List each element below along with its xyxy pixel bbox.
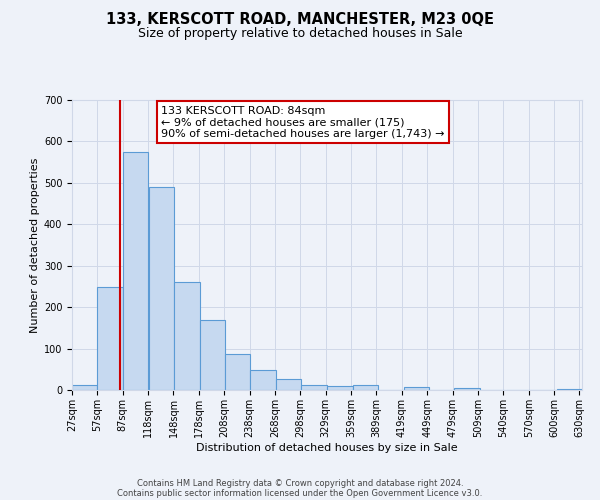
X-axis label: Distribution of detached houses by size in Sale: Distribution of detached houses by size … <box>196 442 458 452</box>
Text: Contains HM Land Registry data © Crown copyright and database right 2024.: Contains HM Land Registry data © Crown c… <box>137 478 463 488</box>
Bar <box>72 385 97 390</box>
Bar <box>276 379 301 390</box>
Bar <box>250 370 276 390</box>
Bar <box>123 152 148 390</box>
Bar <box>353 385 378 390</box>
Bar <box>200 320 225 390</box>
Bar <box>97 288 123 390</box>
Bar <box>149 186 175 390</box>
Bar <box>175 282 200 390</box>
Bar <box>557 389 582 390</box>
Text: Size of property relative to detached houses in Sale: Size of property relative to detached ho… <box>137 28 463 40</box>
Bar <box>225 354 250 390</box>
Bar <box>454 388 479 390</box>
Bar <box>328 386 353 390</box>
Text: 133, KERSCOTT ROAD, MANCHESTER, M23 0QE: 133, KERSCOTT ROAD, MANCHESTER, M23 0QE <box>106 12 494 28</box>
Bar <box>404 386 429 390</box>
Text: 133 KERSCOTT ROAD: 84sqm
← 9% of detached houses are smaller (175)
90% of semi-d: 133 KERSCOTT ROAD: 84sqm ← 9% of detache… <box>161 106 445 139</box>
Text: Contains public sector information licensed under the Open Government Licence v3: Contains public sector information licen… <box>118 488 482 498</box>
Bar <box>301 385 326 390</box>
Y-axis label: Number of detached properties: Number of detached properties <box>29 158 40 332</box>
